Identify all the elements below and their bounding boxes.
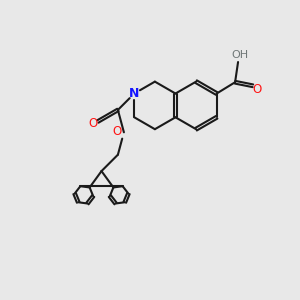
- Text: O: O: [252, 83, 261, 96]
- Text: N: N: [129, 87, 140, 100]
- Text: O: O: [113, 125, 122, 138]
- Text: OH: OH: [231, 50, 248, 61]
- Text: O: O: [88, 117, 98, 130]
